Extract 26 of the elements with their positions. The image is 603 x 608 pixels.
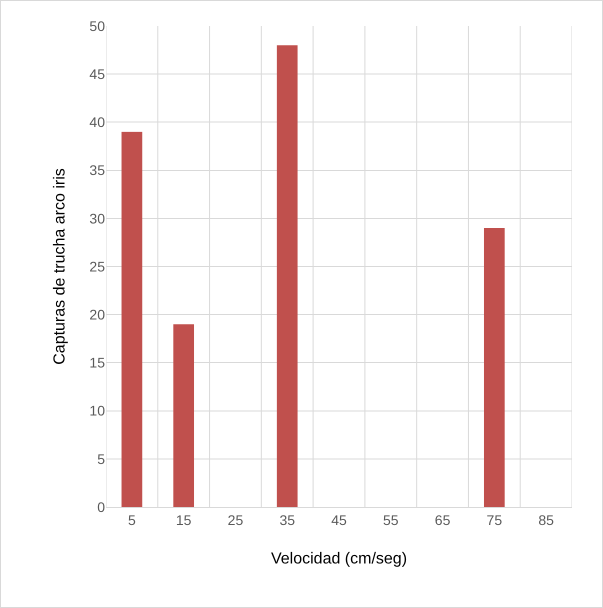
x-tick-label: 55 bbox=[382, 512, 399, 528]
x-tick-label: 5 bbox=[128, 512, 136, 528]
y-tick-label: 15 bbox=[89, 354, 106, 371]
y-tick-label: 20 bbox=[89, 306, 106, 322]
x-axis-title: Velocidad (cm/seg) bbox=[270, 550, 408, 568]
bar bbox=[276, 45, 298, 507]
bar bbox=[173, 324, 194, 507]
bar bbox=[122, 132, 142, 507]
x-tick-label: 45 bbox=[331, 512, 347, 528]
x-tick-label: 25 bbox=[228, 512, 244, 528]
x-tick-label: 15 bbox=[176, 512, 192, 528]
x-tick-label: 85 bbox=[538, 512, 554, 528]
x-tick-label: 35 bbox=[279, 512, 296, 528]
y-axis-title: Capturas de trucha arco iris bbox=[51, 168, 68, 365]
y-tick-label: 25 bbox=[89, 258, 106, 274]
y-tick-label: 0 bbox=[97, 498, 106, 515]
y-tick-label: 35 bbox=[89, 162, 106, 178]
y-tick-label: 10 bbox=[89, 402, 106, 419]
y-tick-label: 45 bbox=[89, 66, 106, 82]
y-tick-label: 30 bbox=[89, 210, 106, 226]
y-tick-label: 40 bbox=[89, 114, 106, 130]
y-tick-label: 5 bbox=[97, 450, 106, 467]
bar bbox=[484, 228, 505, 507]
x-tick-label: 75 bbox=[486, 512, 502, 528]
x-tick-label: 65 bbox=[434, 512, 451, 528]
y-tick-label: 50 bbox=[89, 18, 106, 34]
